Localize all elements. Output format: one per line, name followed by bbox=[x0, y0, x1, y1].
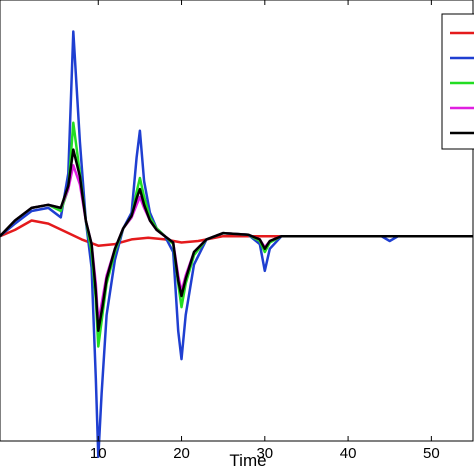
series-layer bbox=[0, 30, 473, 459]
legend-box bbox=[441, 13, 474, 150]
x-tick-label: 40 bbox=[340, 445, 357, 462]
x-tick-label: 30 bbox=[256, 445, 273, 462]
series-line-1 bbox=[0, 219, 473, 247]
legend-entries bbox=[450, 31, 474, 135]
legend bbox=[441, 13, 474, 150]
x-tick-label: 20 bbox=[173, 445, 190, 462]
series-line-5 bbox=[0, 148, 473, 333]
plot-frame bbox=[0, 0, 474, 442]
x-tick-label: 50 bbox=[423, 445, 440, 462]
x-axis-label: Time bbox=[229, 451, 266, 470]
x-tick-label: 10 bbox=[90, 445, 107, 462]
x-axis: 10 20 30 40 50 bbox=[90, 0, 440, 462]
